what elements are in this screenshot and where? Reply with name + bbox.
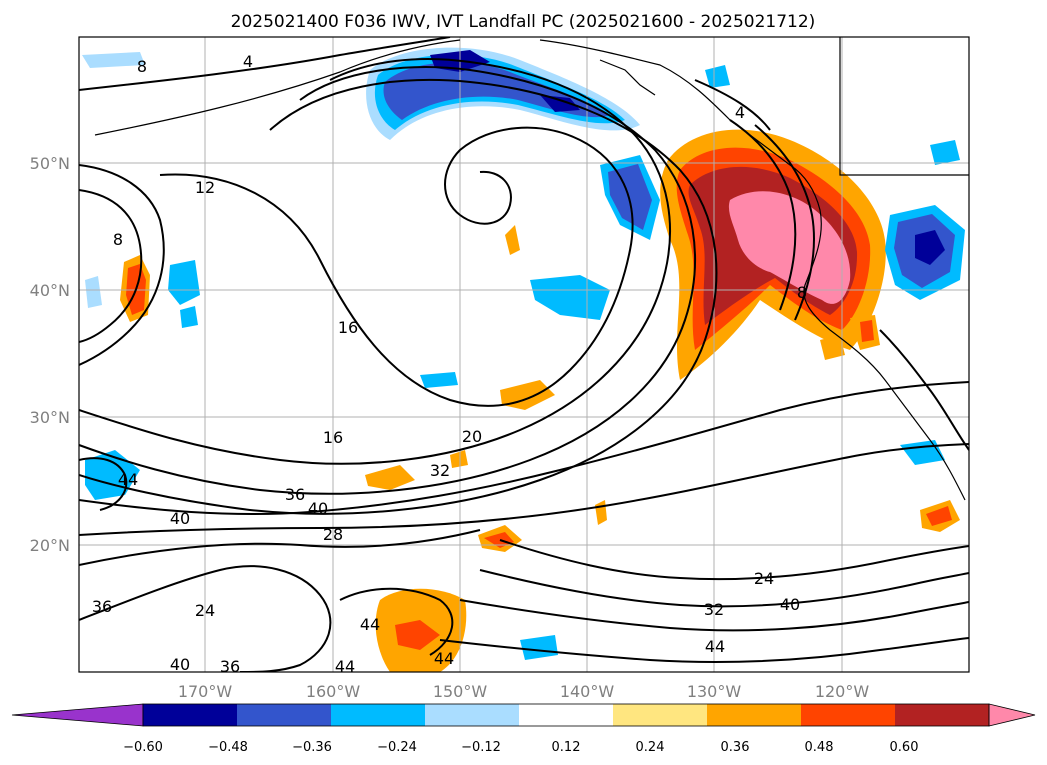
contour-label: 4 xyxy=(243,52,253,71)
contour-label: 8 xyxy=(113,230,123,249)
lat-label: 40°N xyxy=(30,281,70,300)
lon-label: 160°W xyxy=(306,682,361,701)
lon-label: 150°W xyxy=(433,682,488,701)
positive-shading xyxy=(120,129,960,672)
contour-label: 36 xyxy=(285,485,305,504)
contour-label: 44 xyxy=(118,470,138,489)
map-background xyxy=(79,37,969,672)
colorbar-tick: −0.24 xyxy=(377,740,417,755)
lat-label: 20°N xyxy=(30,536,70,555)
iwv-contours xyxy=(79,37,969,672)
colorbar-segment xyxy=(331,704,426,726)
colorbar-extend-low xyxy=(11,703,144,727)
colorbar-extend-high xyxy=(988,703,1036,727)
contour-label: 16 xyxy=(338,318,358,337)
coastlines xyxy=(94,37,969,501)
contour-label: 44 xyxy=(705,637,725,656)
lat-label: 50°N xyxy=(30,154,70,173)
lon-label: 130°W xyxy=(687,682,742,701)
contour-label: 12 xyxy=(195,178,215,197)
longitude-labels: 170°W 160°W 150°W 140°W 130°W 120°W xyxy=(178,682,870,701)
contour-label: 36 xyxy=(92,597,112,616)
lon-label: 120°W xyxy=(815,682,870,701)
contour-label: 28 xyxy=(323,525,343,544)
lat-label: 30°N xyxy=(30,408,70,427)
colorbar-frame xyxy=(142,703,990,727)
contour-label: 40 xyxy=(308,499,328,518)
colorbar-tick: 0.24 xyxy=(636,740,665,755)
contour-label: 44 xyxy=(335,657,355,676)
contour-label: 32 xyxy=(430,461,450,480)
contour-label: 8 xyxy=(137,57,147,76)
colorbar-tick: −0.48 xyxy=(208,740,248,755)
contour-label: 32 xyxy=(704,600,724,619)
colorbar-segment xyxy=(519,704,614,726)
colorbar-tick: −0.60 xyxy=(123,740,163,755)
map-frame xyxy=(78,36,970,673)
contour-label: 36 xyxy=(220,657,240,676)
colorbar-tick: 0.12 xyxy=(552,740,581,755)
contour-label: 40 xyxy=(780,595,800,614)
contour-label: 40 xyxy=(170,655,190,674)
colorbar-segment xyxy=(801,704,896,726)
colorbar-tick: −0.12 xyxy=(461,740,501,755)
contour-label: 44 xyxy=(360,615,380,634)
contour-label: 40 xyxy=(170,509,190,528)
colorbar-tick: −0.36 xyxy=(292,740,332,755)
contour-label: 8 xyxy=(797,283,807,302)
colorbar-tick: 0.60 xyxy=(890,740,919,755)
colorbar xyxy=(11,703,1036,727)
map-title: 2025021400 F036 IWV, IVT Landfall PC (20… xyxy=(231,12,816,32)
lon-label: 140°W xyxy=(560,682,615,701)
map-content: 4 8 8 12 16 16 20 24 24 28 32 32 36 36 3… xyxy=(79,37,969,676)
colorbar-segment xyxy=(895,704,990,726)
colorbar-segment xyxy=(425,704,520,726)
colorbar-segment xyxy=(143,704,238,726)
colorbar-tick: 0.36 xyxy=(721,740,750,755)
colorbar-ticks: −0.60 −0.48 −0.36 −0.24 −0.12 0.12 0.24 … xyxy=(123,740,918,755)
colorbar-tick: 0.48 xyxy=(805,740,834,755)
contour-label: 24 xyxy=(195,601,215,620)
colorbar-segment xyxy=(707,704,802,726)
colorbar-segment xyxy=(613,704,708,726)
contour-label: 16 xyxy=(323,428,343,447)
gridlines xyxy=(79,37,969,672)
contour-label: 4 xyxy=(735,103,745,122)
contour-labels: 4 8 8 12 16 16 20 24 24 28 32 32 36 36 3… xyxy=(92,52,807,676)
colorbar-segment xyxy=(237,704,332,726)
contour-label: 20 xyxy=(462,427,482,446)
contour-label: 44 xyxy=(434,649,454,668)
latitude-labels: 50°N 40°N 30°N 20°N xyxy=(30,154,70,555)
contour-label: 24 xyxy=(754,569,774,588)
lon-label: 170°W xyxy=(178,682,233,701)
